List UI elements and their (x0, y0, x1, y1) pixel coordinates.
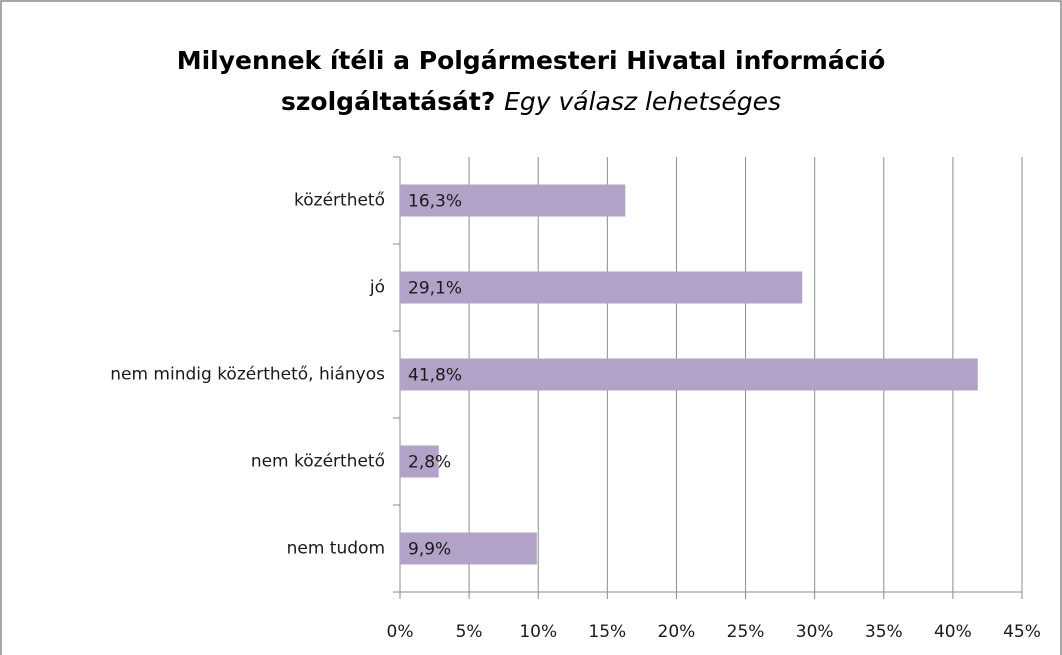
x-tick-label: 25% (727, 622, 765, 642)
x-tick-label: 15% (588, 622, 626, 642)
bar (400, 271, 803, 304)
data-label: 41,8% (408, 366, 462, 386)
data-label: 2,8% (408, 453, 451, 473)
x-tick-label: 0% (387, 622, 414, 642)
x-tick-label: 40% (934, 622, 972, 642)
y-tick-label: nem mindig közérthető, hiányos (110, 365, 385, 385)
x-tick-label: 5% (456, 622, 483, 642)
chart-title: Milyennek ítéli a Polgármesteri Hivatal … (177, 46, 886, 75)
y-tick-label: nem közérthető (251, 452, 385, 472)
x-tick-label: 20% (658, 622, 696, 642)
chart-title-line2: szolgáltatását? (281, 87, 495, 116)
data-label: 16,3% (408, 192, 462, 212)
x-tick-label: 45% (1003, 622, 1041, 642)
data-label: 29,1% (408, 279, 462, 299)
x-tick-label: 30% (796, 622, 834, 642)
bar (400, 358, 978, 391)
chart-title-line2: szolgáltatását? Egy válasz lehetséges (281, 87, 781, 116)
y-tick-label: jó (369, 278, 385, 298)
x-tick-label: 10% (519, 622, 557, 642)
bar (400, 445, 439, 478)
y-tick-label: nem tudom (287, 539, 385, 559)
y-tick-label: közérthető (294, 191, 385, 211)
chart-subtitle: Egy válasz lehetséges (504, 87, 781, 116)
data-label: 9,9% (408, 540, 451, 560)
x-tick-label: 35% (865, 622, 903, 642)
bar (400, 184, 626, 217)
bar (400, 532, 537, 565)
